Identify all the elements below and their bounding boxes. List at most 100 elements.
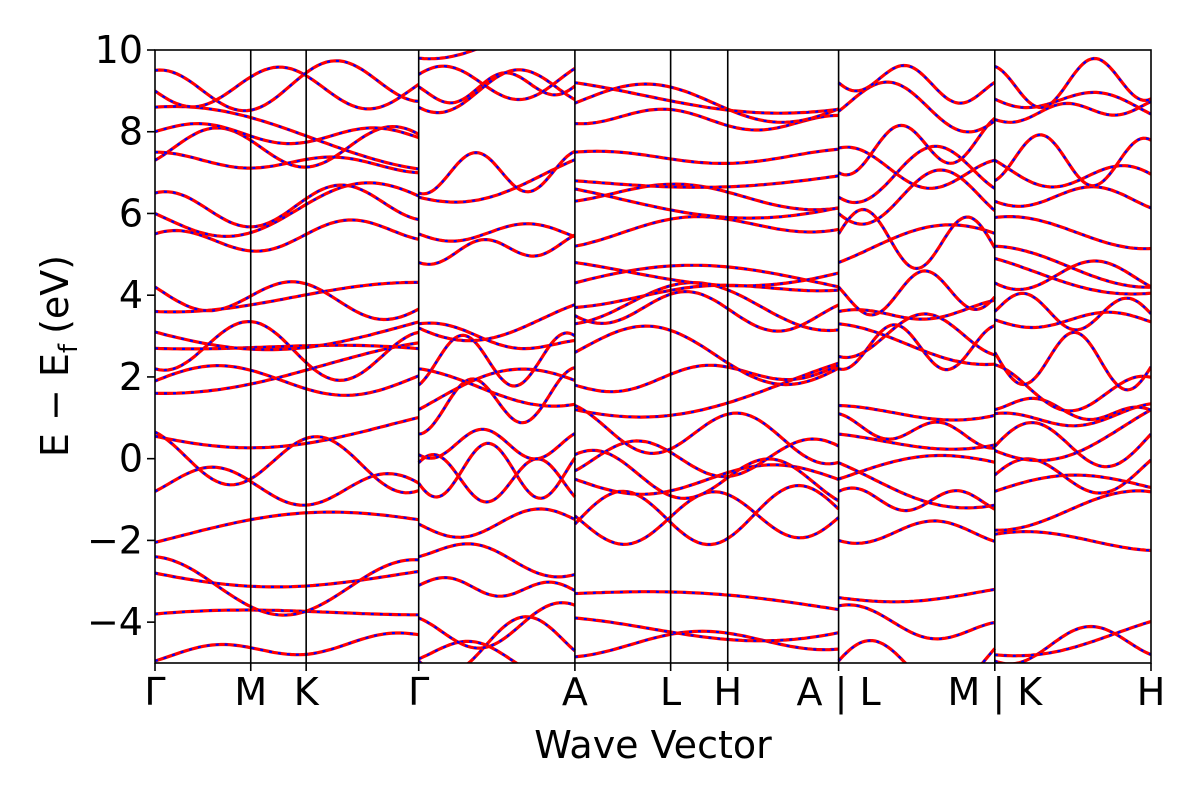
band-line-solid bbox=[837, 486, 996, 513]
band-line-solid bbox=[994, 619, 1151, 658]
y-tick-label: 0 bbox=[119, 437, 143, 481]
band-line-dashed bbox=[994, 457, 1151, 495]
y-tick-label: −2 bbox=[87, 518, 143, 562]
band-line-dashed bbox=[418, 542, 576, 578]
band-line-solid bbox=[155, 430, 420, 495]
band-line-solid bbox=[994, 310, 1151, 330]
band-line-dashed bbox=[838, 146, 996, 190]
x-tick-label: Γ bbox=[144, 670, 165, 714]
band-line-dashed bbox=[418, 366, 576, 436]
band-line-dashed bbox=[418, 507, 576, 539]
x-tick-label: M bbox=[234, 670, 267, 714]
y-axis-title-subscript: f bbox=[54, 343, 84, 353]
band-line-dashed bbox=[155, 555, 419, 617]
band-line-dashed bbox=[838, 145, 996, 204]
band-line-solid bbox=[994, 158, 1151, 189]
band-line-solid bbox=[837, 639, 997, 663]
bands-layer bbox=[155, 50, 1151, 663]
band-line-solid bbox=[155, 343, 419, 351]
y-axis-title-unit: (eV) bbox=[33, 255, 77, 334]
y-tick-label: 4 bbox=[119, 273, 143, 317]
band-line-dashed bbox=[155, 364, 420, 397]
band-line-dashed bbox=[838, 322, 995, 366]
band-line-solid bbox=[155, 280, 420, 322]
band-line-solid bbox=[574, 187, 839, 220]
band-line-solid bbox=[574, 260, 839, 288]
band-line-solid bbox=[155, 608, 419, 617]
band-line-dashed bbox=[418, 640, 519, 663]
band-line-dashed bbox=[838, 312, 996, 359]
band-line-solid bbox=[155, 59, 419, 113]
band-line-solid bbox=[155, 569, 419, 589]
band-line-dashed bbox=[994, 133, 1151, 187]
band-line-dashed bbox=[838, 412, 995, 450]
band-line-dashed bbox=[155, 320, 419, 382]
band-line-dashed bbox=[574, 449, 840, 502]
x-tick-label: L bbox=[660, 670, 681, 714]
band-line-dashed bbox=[994, 91, 1151, 116]
band-line-dashed bbox=[994, 259, 1151, 291]
band-line-dashed bbox=[155, 320, 419, 351]
band-line-solid bbox=[574, 107, 839, 132]
band-line-dashed bbox=[994, 397, 1151, 421]
x-tick-label: Γ bbox=[408, 670, 429, 714]
band-line-dashed bbox=[418, 428, 576, 461]
band-line-solid bbox=[574, 590, 839, 612]
y-axis: −4 −2 0 2 4 6 8 10 bbox=[87, 28, 155, 644]
band-line-dashed bbox=[155, 122, 420, 145]
band-line-dashed bbox=[574, 281, 839, 332]
band-line-dashed bbox=[418, 234, 576, 266]
y-tick-label: 10 bbox=[95, 28, 143, 72]
x-tick-label: H bbox=[713, 670, 742, 714]
band-line-dashed bbox=[418, 150, 576, 195]
band-line-dashed bbox=[838, 461, 995, 509]
band-line-dashed bbox=[837, 208, 996, 270]
band-line-dashed bbox=[155, 181, 420, 238]
band-line-dashed bbox=[418, 71, 576, 105]
band-line-solid bbox=[155, 341, 419, 395]
band-line-dashed bbox=[155, 511, 419, 544]
y-tick-label: 8 bbox=[119, 110, 143, 154]
band-line-solid bbox=[155, 150, 419, 175]
band-line-dashed bbox=[838, 454, 996, 481]
band-line-dashed bbox=[417, 453, 576, 504]
band-line-dashed bbox=[837, 168, 996, 226]
plot-frame bbox=[154, 49, 1152, 664]
band-line-dashed bbox=[994, 489, 1151, 532]
x-tick-label: K bbox=[294, 670, 320, 714]
band-line-dashed bbox=[418, 367, 576, 408]
band-line-solid bbox=[418, 222, 576, 243]
band-line-dashed bbox=[418, 65, 576, 101]
x-tick-label: H bbox=[1137, 670, 1166, 714]
band-line-dashed bbox=[838, 223, 996, 264]
band-line-dashed bbox=[574, 364, 840, 393]
band-line-dashed bbox=[994, 57, 1151, 109]
band-line-solid bbox=[574, 616, 839, 643]
band-line-dashed bbox=[993, 331, 1151, 392]
band-line-dashed bbox=[994, 100, 1151, 124]
band-line-solid bbox=[418, 601, 576, 650]
band-line-solid bbox=[574, 81, 839, 115]
band-line-dashed bbox=[837, 269, 996, 317]
kpoint-lines bbox=[249, 50, 996, 663]
x-tick-label: M | K bbox=[947, 670, 1043, 715]
band-line-dashed bbox=[418, 368, 576, 411]
band-line-dashed bbox=[574, 404, 839, 465]
band-line-dashed bbox=[155, 631, 419, 663]
band-line-solid bbox=[994, 530, 1151, 553]
band-line-dashed bbox=[155, 105, 419, 171]
band-line-dashed bbox=[155, 65, 420, 110]
y-tick-label: −4 bbox=[87, 600, 143, 644]
band-line-solid bbox=[155, 415, 420, 450]
y-tick-label: 2 bbox=[119, 355, 143, 399]
band-line-dashed bbox=[418, 68, 576, 114]
y-axis-title-main: E − E bbox=[33, 353, 77, 457]
band-line-solid bbox=[574, 147, 839, 165]
x-axis-title: Wave Vector bbox=[534, 723, 772, 767]
band-line-dashed bbox=[838, 117, 996, 177]
y-tick-label: 6 bbox=[119, 191, 143, 235]
band-line-dashed bbox=[994, 474, 1151, 493]
band-line-dashed bbox=[574, 437, 840, 478]
